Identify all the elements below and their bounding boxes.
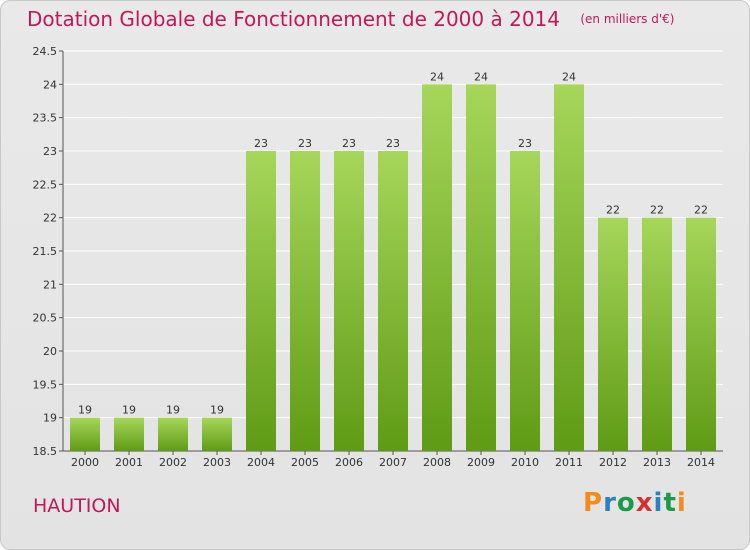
logo-letter: x [635,488,654,518]
logo-letter: P [583,488,604,518]
logo-letter: t [663,488,677,518]
y-tick-label: 24.5 [33,45,58,58]
x-tick-label: 2006 [335,456,363,469]
bar [70,417,100,451]
data-label: 19 [210,404,224,417]
data-label: 19 [166,404,180,417]
x-tick-label: 2005 [291,456,319,469]
x-tick-label: 2014 [687,456,715,469]
y-tick-label: 23 [43,145,57,158]
y-tick-label: 20.5 [33,312,58,325]
x-tick-label: 2004 [247,456,275,469]
chart-title: Dotation Globale de Fonctionnement de 20… [27,7,674,31]
logo-letter: i [653,488,664,518]
bar [466,84,496,451]
bar [158,417,188,451]
logo-letter: i [676,488,687,518]
x-tick-label: 2002 [159,456,187,469]
logo-letter: o [616,488,636,518]
y-tick-label: 22 [43,212,57,225]
y-tick-label: 21 [43,278,57,291]
y-tick-label: 23.5 [33,112,58,125]
x-tick-label: 2008 [423,456,451,469]
y-tick-label: 21.5 [33,245,58,258]
data-label: 24 [430,70,444,83]
bar [202,417,232,451]
chart-title-text: Dotation Globale de Fonctionnement de 20… [27,7,560,31]
x-tick-label: 2001 [115,456,143,469]
data-label: 22 [606,204,620,217]
data-label: 23 [386,137,400,150]
y-tick-label: 19.5 [33,378,58,391]
bar [686,217,716,451]
data-label: 22 [694,204,708,217]
bar [642,217,672,451]
proxiti-logo: Proxiti [583,488,687,518]
bar [114,417,144,451]
bar [290,151,320,451]
bar [246,151,276,451]
data-label: 23 [298,137,312,150]
data-label: 19 [78,404,92,417]
x-tick-label: 2013 [643,456,671,469]
data-label: 19 [122,404,136,417]
logo-letter: r [603,488,617,518]
chart-unit: (en milliers d'€) [580,12,675,26]
y-tick-label: 20 [43,345,57,358]
data-label: 24 [474,70,488,83]
x-tick-label: 2010 [511,456,539,469]
x-tick-label: 2011 [555,456,583,469]
bar [378,151,408,451]
data-label: 23 [342,137,356,150]
data-label: 22 [650,204,664,217]
data-label: 24 [562,70,576,83]
bar [598,217,628,451]
commune-name: HAUTION [33,495,121,517]
x-tick-label: 2000 [71,456,99,469]
x-tick-label: 2003 [203,456,231,469]
data-label: 23 [518,137,532,150]
y-tick-label: 22.5 [33,178,58,191]
bar [334,151,364,451]
y-tick-label: 18.5 [33,445,58,458]
data-label: 23 [254,137,268,150]
x-tick-label: 2012 [599,456,627,469]
bar [554,84,584,451]
bar [422,84,452,451]
x-tick-label: 2009 [467,456,495,469]
bar [510,151,540,451]
x-tick-label: 2007 [379,456,407,469]
y-tick-label: 19 [43,412,57,425]
y-tick-label: 24 [43,78,57,91]
